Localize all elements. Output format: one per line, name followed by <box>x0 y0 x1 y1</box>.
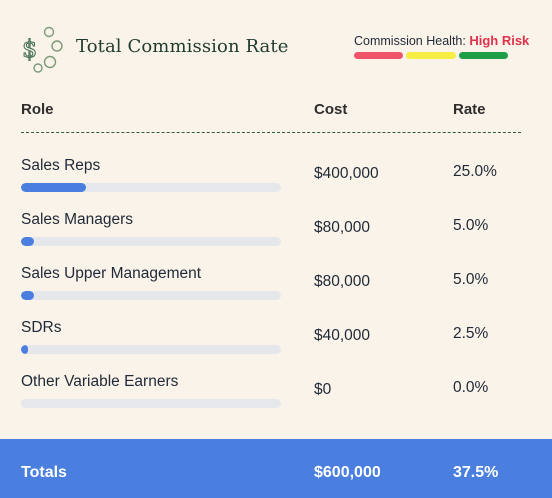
health-meter-red <box>354 52 404 59</box>
role-label: Sales Managers <box>21 211 134 228</box>
health-status-value: High Risk <box>469 33 530 48</box>
totals-cost: $600,000 <box>314 464 381 481</box>
role-label: Other Variable Earners <box>21 373 179 390</box>
role-label: Sales Upper Management <box>21 265 202 282</box>
role-label: SDRs <box>21 319 62 336</box>
totals-rate: 37.5% <box>453 464 499 481</box>
role-cost: $80,000 <box>314 273 371 290</box>
rate-bar-track <box>21 237 281 246</box>
role-rate: 5.0% <box>453 271 489 288</box>
column-header-cost: Cost <box>314 101 348 118</box>
commission-coins-icon: $ <box>22 26 63 73</box>
role-cost: $400,000 <box>314 165 379 182</box>
table-row: SDRs $40,000 2.5% <box>0 319 552 373</box>
table-row: Other Variable Earners $0 0.0% <box>0 373 552 427</box>
role-rate: 25.0% <box>453 163 497 180</box>
table-row: Sales Reps $400,000 25.0% <box>0 157 552 211</box>
header: $ Total Commission Rate Commission Healt… <box>0 0 552 90</box>
role-label: Sales Reps <box>21 157 101 174</box>
rate-bar-fill <box>21 237 34 246</box>
rate-bar-track <box>21 345 281 354</box>
column-header-role: Role <box>21 101 54 118</box>
rate-bar-fill <box>21 345 28 354</box>
role-cost: $40,000 <box>314 327 371 344</box>
rate-bar-track <box>21 291 281 300</box>
role-cost: $80,000 <box>314 219 371 236</box>
rate-bar-fill <box>21 291 34 300</box>
role-rate: 5.0% <box>453 217 489 234</box>
table-row: Sales Managers $80,000 5.0% <box>0 211 552 265</box>
totals-row: Totals $600,000 37.5% <box>0 439 552 498</box>
health-meter-green <box>458 52 508 59</box>
commission-health: Commission Health: High Risk <box>354 33 534 59</box>
rate-bar-track <box>21 399 281 408</box>
role-cost: $0 <box>314 381 332 398</box>
column-header-rate: Rate <box>453 101 486 118</box>
role-rate: 2.5% <box>453 325 489 342</box>
health-label: Commission Health: High Risk <box>354 33 534 48</box>
svg-text:$: $ <box>22 35 37 63</box>
page-title: Total Commission Rate <box>76 36 289 57</box>
health-meter-yellow <box>406 52 456 59</box>
header-divider <box>21 132 521 133</box>
totals-label: Totals <box>21 464 67 481</box>
table-row: Sales Upper Management $80,000 5.0% <box>0 265 552 319</box>
rate-bar-fill <box>21 183 86 192</box>
role-rate: 0.0% <box>453 379 489 396</box>
health-meter <box>354 52 508 59</box>
rate-bar-track <box>21 183 281 192</box>
health-label-text: Commission Health: <box>354 34 466 48</box>
